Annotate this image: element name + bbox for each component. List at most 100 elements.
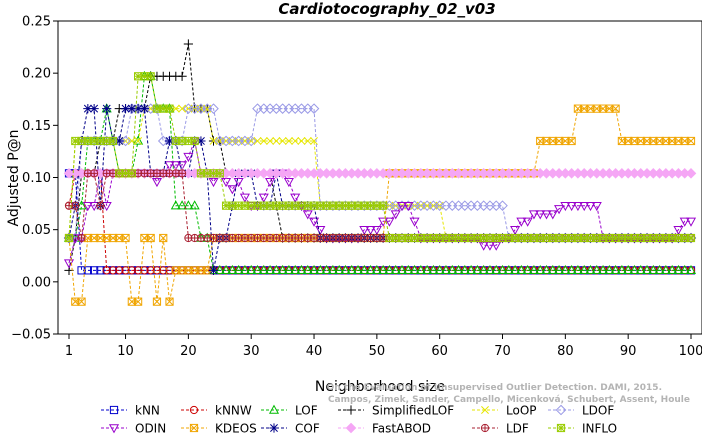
data-point-lof bbox=[660, 264, 671, 275]
data-point-odin bbox=[510, 225, 521, 236]
y-axis-label: Adjusted P@n bbox=[6, 129, 22, 226]
data-point-inflo bbox=[467, 234, 476, 242]
data-point-inflo bbox=[498, 234, 507, 242]
data-point-inflo bbox=[674, 234, 683, 242]
data-point-inflo bbox=[310, 201, 318, 210]
data-point-cof bbox=[164, 136, 175, 146]
legend-label: LoOP bbox=[506, 404, 537, 418]
legend-entry-fastabod: FastABOD bbox=[338, 422, 431, 434]
data-point-lof bbox=[648, 264, 659, 275]
data-point-lof bbox=[221, 264, 232, 275]
data-point-lof bbox=[560, 264, 571, 275]
data-point-loop bbox=[259, 137, 268, 145]
data-point-inflo bbox=[159, 104, 168, 113]
data-point-kdeos bbox=[108, 233, 118, 243]
legend-entry-lof: LOF bbox=[261, 404, 318, 418]
data-point-inflo bbox=[567, 234, 576, 242]
data-point-lof bbox=[246, 264, 257, 275]
data-point-lof bbox=[591, 264, 602, 275]
data-point-lof bbox=[396, 264, 408, 275]
x-tick-label: 30 bbox=[243, 344, 260, 359]
data-point-lof bbox=[258, 264, 269, 275]
y-tick-label: 0.10 bbox=[22, 171, 51, 186]
data-point-inflo bbox=[416, 234, 425, 242]
data-point-ldof bbox=[120, 135, 131, 147]
data-point-knnw bbox=[134, 266, 143, 275]
data-point-lof bbox=[604, 264, 615, 275]
data-point-lof bbox=[227, 264, 238, 275]
data-point-odin bbox=[177, 161, 188, 171]
data-point-lof bbox=[365, 264, 376, 275]
data-point-odin bbox=[541, 210, 552, 220]
data-point-odin bbox=[290, 193, 301, 203]
data-point-odin bbox=[560, 201, 571, 212]
legend-entry-ldof: LDOF bbox=[548, 404, 614, 418]
data-point-odin bbox=[522, 217, 533, 227]
data-point-inflo bbox=[196, 169, 205, 178]
legend-marker bbox=[481, 406, 489, 414]
data-point-lof bbox=[685, 264, 697, 275]
data-point-odin bbox=[308, 217, 320, 227]
data-point-inflo bbox=[460, 234, 469, 242]
data-point-lof bbox=[415, 264, 426, 275]
legend-entry-cof: COF bbox=[261, 422, 320, 434]
data-point-lof bbox=[340, 264, 351, 275]
data-point-inflo bbox=[605, 234, 614, 242]
data-point-lof bbox=[214, 264, 225, 275]
data-point-lof bbox=[315, 264, 326, 275]
data-point-inflo bbox=[102, 137, 111, 145]
data-point-odin bbox=[535, 210, 546, 220]
data-point-ldof bbox=[245, 135, 257, 147]
data-point-kdeos bbox=[152, 297, 162, 306]
x-tick-label: 50 bbox=[369, 344, 386, 359]
data-point-inflo bbox=[485, 234, 494, 242]
data-point-kdeos bbox=[674, 136, 683, 146]
data-point-inflo bbox=[592, 234, 601, 242]
data-point-kdeos bbox=[624, 136, 633, 146]
data-point-inflo bbox=[398, 234, 406, 242]
data-point-lof bbox=[308, 264, 320, 275]
data-point-inflo bbox=[184, 137, 193, 145]
legend-entry-odin: ODIN bbox=[101, 422, 166, 434]
series-line-odin bbox=[68, 139, 691, 264]
data-point-odin bbox=[378, 217, 389, 227]
legend-label: LDF bbox=[506, 422, 529, 434]
data-point-kdeos bbox=[611, 104, 620, 113]
data-point-inflo bbox=[624, 234, 633, 242]
data-point-lof bbox=[635, 264, 646, 275]
x-tick-label: 40 bbox=[306, 344, 323, 359]
data-point-lof bbox=[597, 264, 609, 275]
data-point-inflo bbox=[259, 201, 268, 210]
x-axis-label: Neighborhood size bbox=[315, 379, 445, 395]
data-point-odin bbox=[283, 177, 294, 188]
data-point-odin bbox=[396, 201, 408, 212]
data-point-inflo bbox=[473, 234, 482, 242]
data-point-kdeos bbox=[611, 104, 620, 113]
data-point-inflo bbox=[636, 234, 645, 242]
data-point-odin bbox=[258, 193, 269, 203]
data-point-lof bbox=[453, 264, 464, 275]
data-point-inflo bbox=[83, 137, 92, 145]
legend-marker bbox=[346, 405, 356, 415]
legend-label: FastABOD bbox=[372, 422, 431, 434]
data-point-odin bbox=[390, 210, 401, 220]
data-point-knnw bbox=[140, 266, 149, 275]
data-point-cof bbox=[83, 104, 93, 114]
data-point-kdeos bbox=[598, 104, 608, 113]
data-point-lof bbox=[673, 264, 684, 275]
data-point-kdeos bbox=[127, 297, 136, 306]
data-point-kdeos bbox=[90, 233, 99, 243]
data-point-lof bbox=[484, 264, 495, 275]
data-point-kdeos bbox=[159, 233, 168, 243]
data-point-odin bbox=[170, 161, 181, 171]
data-point-inflo bbox=[442, 234, 450, 242]
x-tick-label: 20 bbox=[180, 344, 197, 359]
data-point-lof bbox=[428, 264, 439, 275]
data-point-knn bbox=[90, 266, 99, 275]
data-point-odin bbox=[164, 161, 175, 171]
data-point-kdeos bbox=[196, 266, 206, 275]
data-point-inflo bbox=[297, 201, 306, 210]
data-point-inflo bbox=[529, 234, 538, 242]
data-point-kdeos bbox=[159, 234, 168, 242]
y-tick-label: 0.25 bbox=[22, 15, 51, 30]
